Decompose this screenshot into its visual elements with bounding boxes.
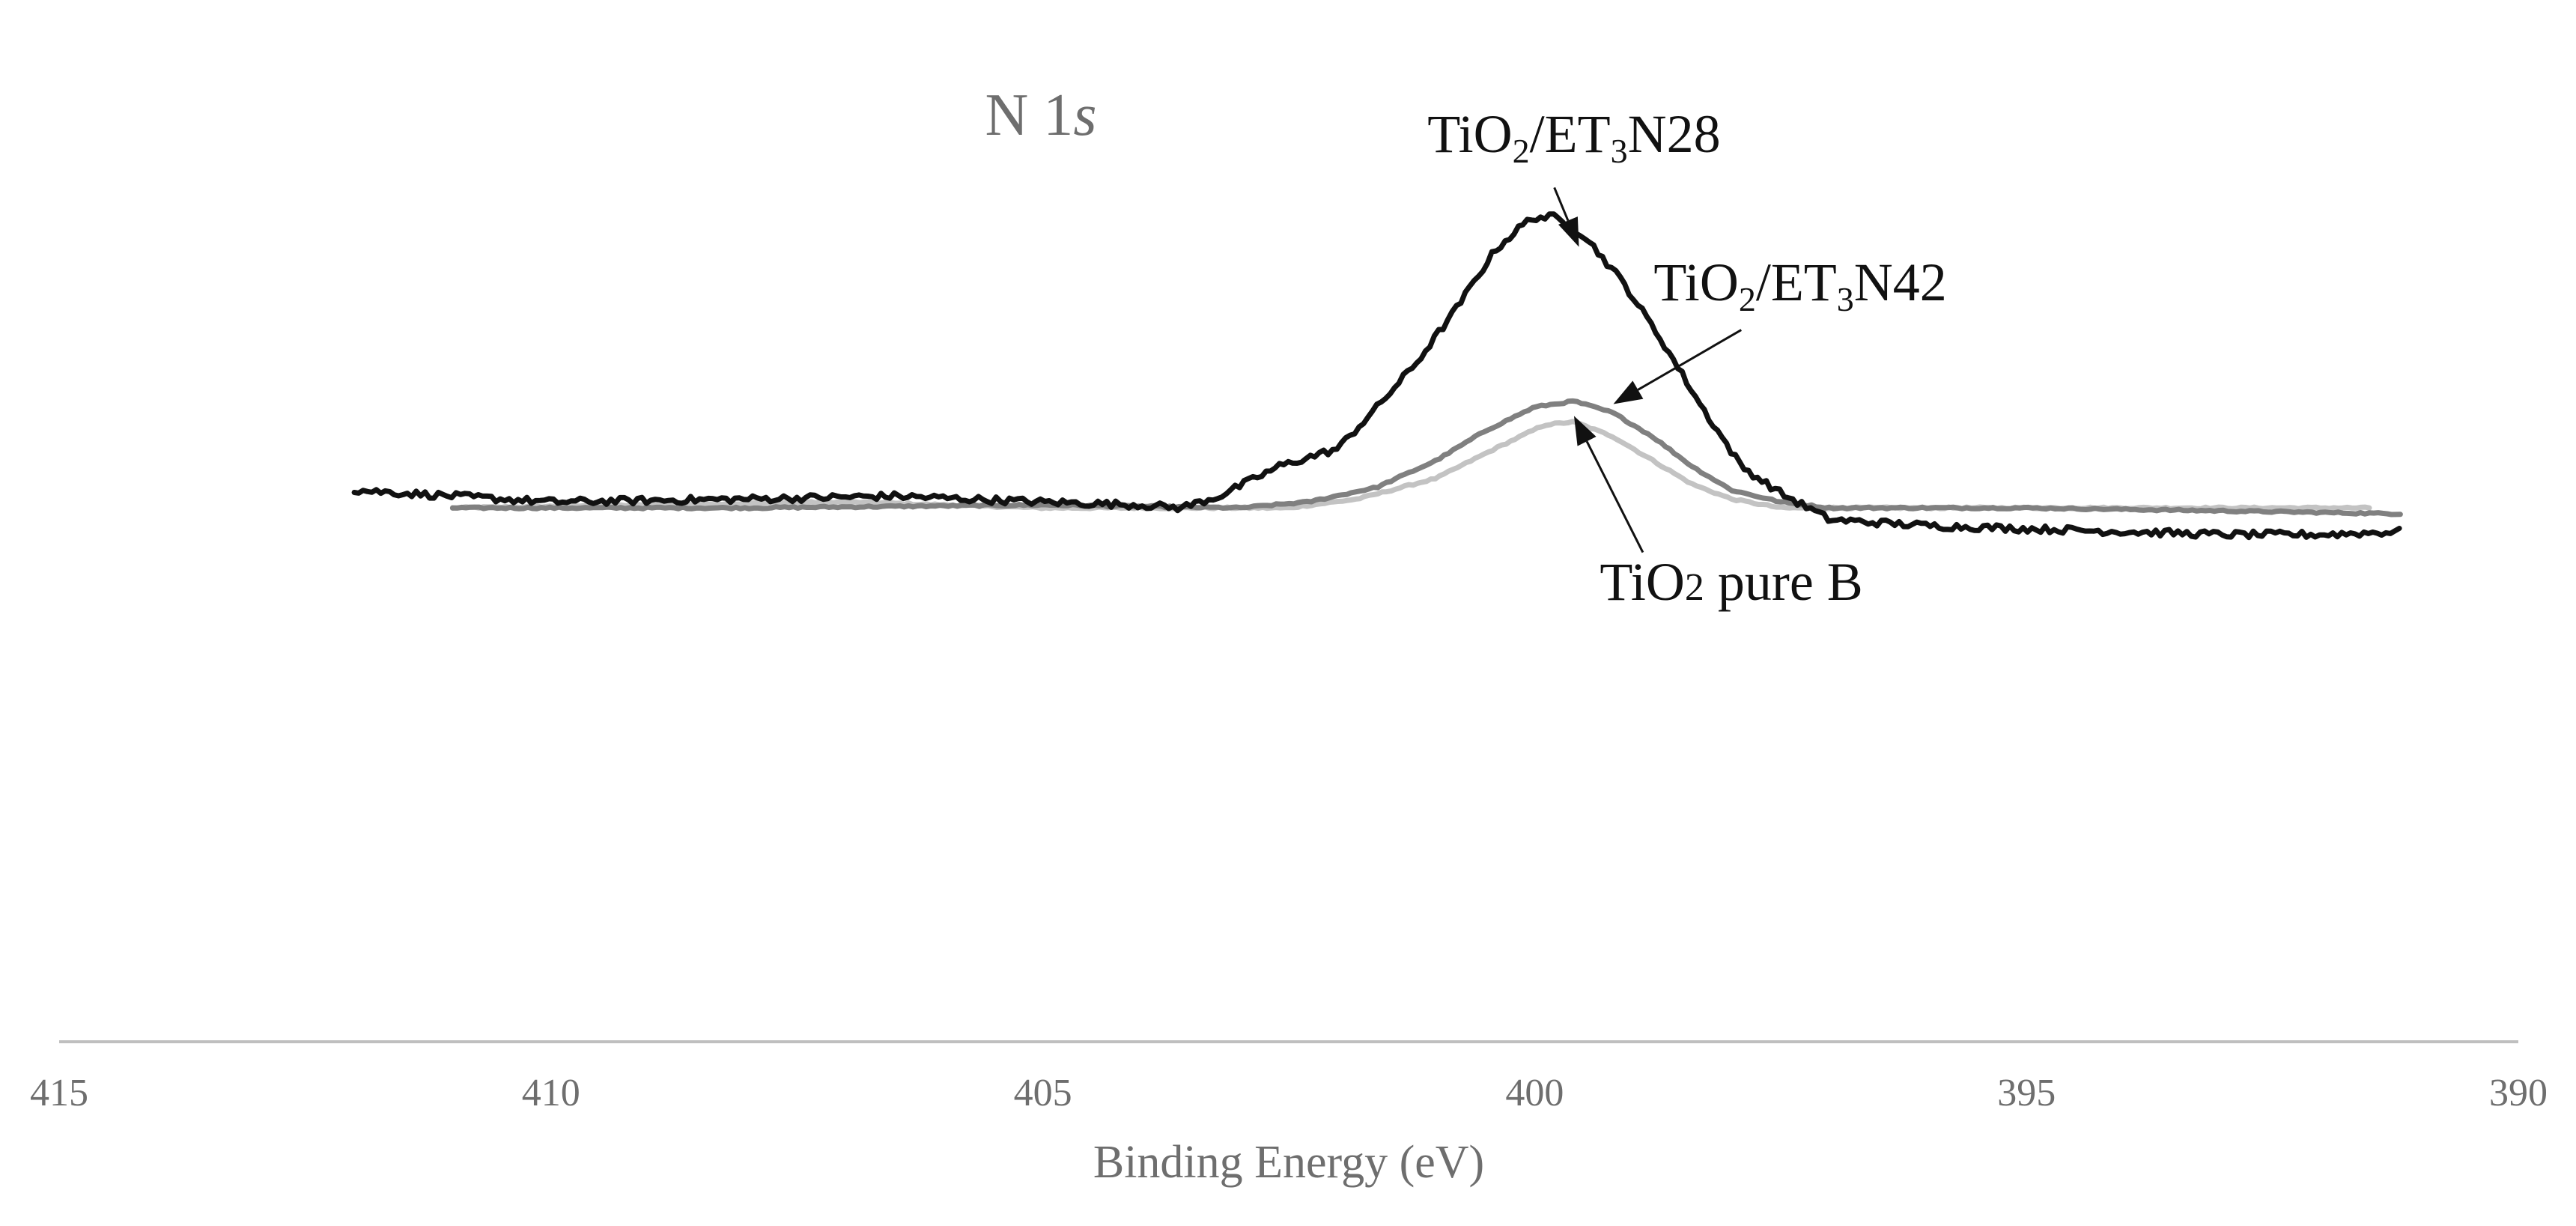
annotation-arrow-1	[1553, 186, 1570, 222]
x-tick-label: 390	[2489, 1072, 2548, 1114]
series-line-2	[449, 398, 2403, 518]
annotation-label-part: N42	[1854, 252, 1947, 312]
annotation-arrow-3	[1585, 440, 1644, 553]
annotation-label-3: TiO2 pure B	[1600, 552, 1862, 612]
series-layer	[351, 211, 2403, 541]
annotation-arrowhead-3	[1573, 416, 1597, 446]
x-axis-label: Binding Energy (eV)	[1093, 1137, 1484, 1188]
series-line-1	[351, 211, 2402, 541]
x-tick-label: 415	[30, 1072, 88, 1114]
annotation-label-part: pure B	[1704, 552, 1863, 612]
x-tick-labels: 415 410 405 400 395 390	[30, 1072, 2548, 1114]
x-tick-label: 405	[1014, 1072, 1072, 1114]
annotation-arrowhead-1	[1558, 216, 1579, 247]
annotation-label-2: TiO2/ET3N42	[1653, 252, 1946, 318]
annotation-label-part: 2	[1739, 280, 1756, 318]
annotation-arrow-2	[1637, 329, 1743, 391]
chart-title-main: N 1	[985, 82, 1074, 148]
annotation-label-part: 3	[1837, 280, 1854, 318]
x-tick-label: 395	[1997, 1072, 2056, 1114]
x-tick-label: 410	[522, 1072, 580, 1114]
annotation-label-1: TiO2/ET3N28	[1427, 104, 1720, 170]
annotation-label-part: /ET	[1756, 252, 1837, 312]
annotation-arrowhead-2	[1613, 380, 1644, 404]
annotation-label-part: 2	[1685, 566, 1704, 609]
annotation-label-part: 3	[1611, 132, 1628, 170]
annotation-label-part: /ET	[1530, 104, 1611, 164]
x-tick-label: 400	[1505, 1072, 1564, 1114]
annotation-label-part: TiO	[1600, 552, 1684, 612]
chart-title-italic: s	[1073, 82, 1096, 148]
chart-title: N 1s	[985, 82, 1097, 148]
annotation-label-part: 2	[1513, 132, 1530, 170]
annotation-label-part: TiO	[1427, 104, 1512, 164]
annotation-label-part: TiO	[1653, 252, 1738, 312]
annotation-label-part: N28	[1628, 104, 1721, 164]
